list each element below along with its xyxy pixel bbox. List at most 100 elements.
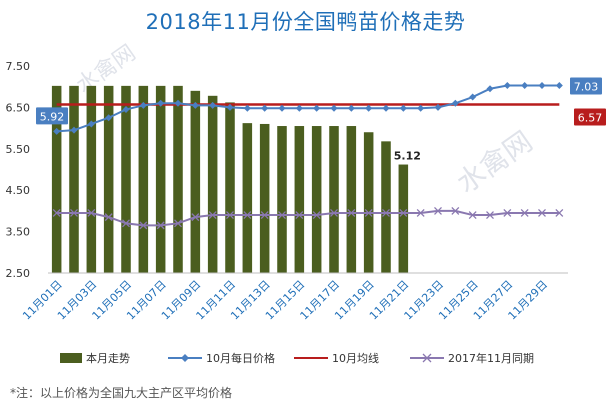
legend-label: 本月走势: [86, 351, 130, 365]
label-oct-end-box: [570, 77, 602, 95]
label-bar-last: 5.12: [394, 150, 421, 163]
legend-swatch-bar: [60, 353, 82, 363]
series-oct-daily-point: [313, 104, 321, 112]
series-oct-daily-point: [382, 104, 390, 112]
series-oct-daily-point: [105, 114, 113, 122]
series-oct-daily-point: [417, 104, 425, 112]
y-tick-label: 3.50: [6, 226, 31, 239]
footnote: *注：以上价格为全国九大主产区平均价格: [10, 386, 233, 400]
bar: [190, 90, 201, 273]
bar: [294, 126, 305, 273]
series-oct-daily-point: [261, 104, 269, 112]
series-oct-daily-point: [53, 127, 61, 135]
series-2017-point: [174, 219, 182, 228]
legend-label: 10月均线: [332, 351, 379, 365]
label-oct-avg-box: [574, 108, 606, 126]
series-2017-point: [139, 221, 148, 230]
series-oct-daily-point: [139, 101, 147, 109]
y-tick-label: 2.50: [6, 267, 31, 280]
series-oct-daily-point: [174, 99, 182, 107]
series-oct-daily-point: [451, 99, 459, 107]
series-2017-point: [399, 209, 408, 217]
series-2017-point: [555, 209, 564, 217]
series-oct-daily-point: [70, 126, 78, 134]
bar: [363, 132, 374, 273]
series-oct-daily-point: [295, 104, 303, 112]
bar: [259, 123, 270, 274]
series-2017-point: [52, 209, 61, 217]
series-2017-point: [468, 211, 477, 219]
legend-marker: [422, 353, 432, 363]
bar: [311, 126, 322, 273]
bar: [103, 85, 114, 273]
y-tick-label: 5.50: [6, 143, 31, 156]
series-2017-point: [278, 211, 286, 219]
series-2017-point: [486, 211, 494, 219]
series-oct-daily-point: [209, 101, 217, 109]
series-2017-point: [330, 209, 338, 217]
series-oct-daily-point: [226, 103, 234, 111]
series-2017-point: [70, 209, 78, 217]
series-2017-point: [122, 219, 130, 228]
bar: [225, 102, 235, 273]
bar: [155, 85, 166, 273]
bar: [381, 141, 391, 273]
series-oct-daily-point: [122, 105, 130, 113]
legend-label: 10月每日价格: [206, 351, 275, 365]
series-oct-daily-point: [486, 85, 494, 93]
series-2017-point: [347, 209, 356, 217]
bar: [329, 126, 339, 273]
bar: [207, 95, 218, 273]
label-oct-start-box: [36, 107, 68, 125]
y-tick-label: 6.50: [6, 101, 31, 114]
bar: [86, 85, 97, 273]
chart-title: 2018年11月份全国鸭苗价格走势: [145, 10, 466, 34]
series-oct-daily-point: [399, 104, 407, 112]
series-2017-point: [243, 211, 252, 219]
series-2017-point: [295, 211, 304, 219]
series-oct-daily-line: [56, 84, 560, 133]
series-oct-daily-point: [434, 103, 442, 111]
legend-marker: [181, 354, 189, 362]
series-oct-daily-point: [243, 104, 251, 112]
series-oct-daily-point: [521, 81, 529, 89]
series-2017-point: [208, 211, 217, 219]
watermark-text: 水禽网: [451, 125, 539, 200]
series-2017-point: [503, 209, 512, 217]
series-oct-daily-point: [538, 81, 546, 89]
series-2017-point: [382, 209, 390, 217]
legend-label: 2017年11月同期: [448, 351, 534, 365]
y-tick-label: 7.50: [6, 60, 31, 73]
bar: [69, 85, 79, 273]
bar: [346, 126, 357, 273]
series-2017-point: [451, 206, 460, 215]
series-2017-point: [520, 209, 529, 217]
series-2017-point: [226, 211, 234, 219]
bar: [398, 164, 409, 273]
bar: [277, 126, 287, 273]
label-oct-start: 5.92: [40, 110, 65, 123]
series-2017-point: [538, 209, 546, 217]
series-2017-point: [312, 211, 321, 219]
bar: [242, 123, 253, 273]
series-oct-daily-point: [157, 99, 165, 107]
series-oct-daily-point: [330, 104, 338, 112]
series-oct-daily-point: [347, 104, 355, 112]
series-2017-point: [434, 206, 442, 215]
series-2017-point: [416, 209, 425, 217]
bar: [121, 85, 131, 273]
label-oct-avg: 6.57: [578, 112, 603, 125]
label-oct-end: 7.03: [574, 80, 599, 93]
series-oct-daily-point: [555, 81, 563, 89]
series-2017-line: [56, 209, 560, 227]
series-2017-point: [260, 211, 269, 219]
series-oct-daily-point: [191, 101, 199, 109]
bar: [51, 85, 62, 273]
series-oct-daily-point: [469, 93, 477, 101]
series-oct-daily-point: [503, 81, 511, 89]
series-oct-daily-point: [87, 120, 95, 128]
series-oct-daily-point: [365, 104, 373, 112]
y-tick-label: 4.50: [6, 184, 31, 197]
series-2017-point: [191, 213, 200, 222]
